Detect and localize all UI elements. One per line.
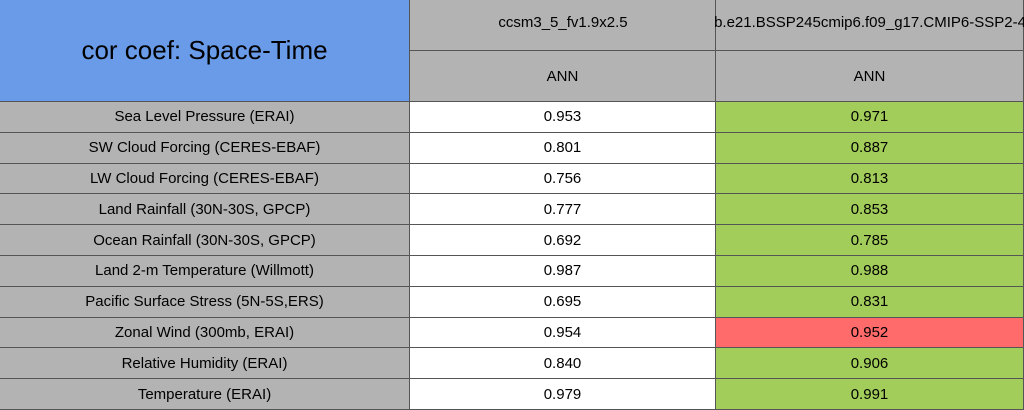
row-label: Sea Level Pressure (ERAI) — [0, 102, 410, 133]
value-cell: 0.777 — [410, 194, 716, 226]
row-label: Pacific Surface Stress (5N-5S,ERS) — [0, 286, 410, 318]
row-label: Ocean Rainfall (30N-30S, GPCP) — [0, 225, 410, 256]
value-cell: 0.954 — [410, 317, 716, 349]
value-cell: 0.813 — [716, 163, 1024, 195]
value-cell: 0.840 — [410, 348, 716, 380]
row-label: Land 2-m Temperature (Willmott) — [0, 256, 410, 287]
value-cell: 0.953 — [410, 102, 716, 133]
column-header: ccsm3_5_fv1.9x2.5 — [498, 14, 628, 31]
table-title: cor coef: Space-Time — [0, 0, 410, 102]
value-cell: 0.853 — [716, 194, 1024, 226]
value-cell: 0.695 — [410, 286, 716, 318]
row-label: Land Rainfall (30N-30S, GPCP) — [0, 194, 410, 226]
row-label: LW Cloud Forcing (CERES-EBAF) — [0, 163, 410, 195]
row-label: Zonal Wind (300mb, ERAI) — [0, 317, 410, 349]
value-cell: 0.991 — [716, 379, 1024, 410]
value-cell: 0.906 — [716, 348, 1024, 380]
value-cell: 0.979 — [410, 379, 716, 410]
value-cell: 0.987 — [410, 256, 716, 287]
period-header: ANN — [410, 51, 716, 102]
row-label: SW Cloud Forcing (CERES-EBAF) — [0, 132, 410, 164]
column-header: b.e21.BSSP245cmip6.f09_g17.CMIP6-SSP2-4 — [714, 14, 1024, 31]
value-cell: 0.692 — [410, 225, 716, 256]
value-cell: 0.887 — [716, 132, 1024, 164]
value-cell: 0.831 — [716, 286, 1024, 318]
row-label: Temperature (ERAI) — [0, 379, 410, 410]
row-label: Relative Humidity (ERAI) — [0, 348, 410, 380]
period-header: ANN — [716, 51, 1024, 102]
value-cell: 0.756 — [410, 163, 716, 195]
value-cell: 0.952 — [716, 317, 1024, 349]
value-cell: 0.988 — [716, 256, 1024, 287]
value-cell: 0.971 — [716, 102, 1024, 133]
value-cell: 0.801 — [410, 132, 716, 164]
value-cell: 0.785 — [716, 225, 1024, 256]
